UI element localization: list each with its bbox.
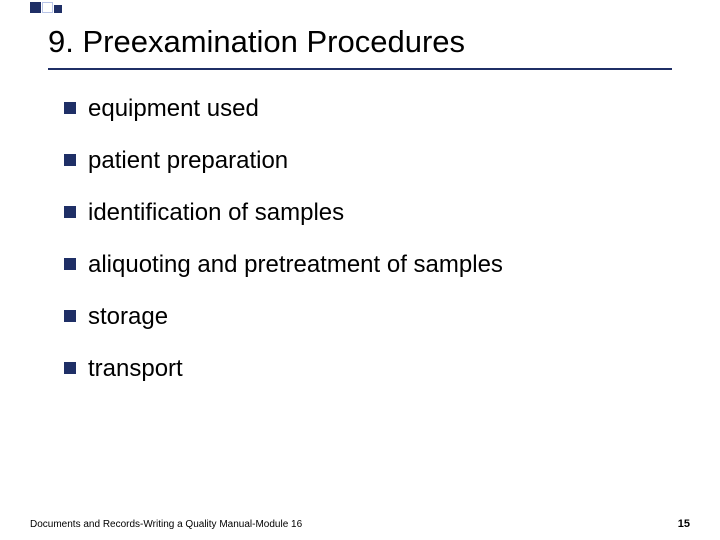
accent-sq-3 xyxy=(54,5,62,13)
bullet-icon xyxy=(64,362,76,374)
slide-content: 9. Preexamination Procedures equipment u… xyxy=(0,0,720,384)
bullet-text: transport xyxy=(88,354,183,384)
bullet-icon xyxy=(64,102,76,114)
list-item: equipment used xyxy=(64,94,672,124)
title-underline xyxy=(48,68,672,70)
bullet-text: storage xyxy=(88,302,168,332)
list-item: identification of samples xyxy=(64,198,672,228)
bullet-icon xyxy=(64,154,76,166)
page-number: 15 xyxy=(678,518,690,530)
list-item: patient preparation xyxy=(64,146,672,176)
bullet-text: patient preparation xyxy=(88,146,288,176)
bullet-text: aliquoting and pretreatment of samples xyxy=(88,250,503,280)
bullet-icon xyxy=(64,206,76,218)
accent-sq-1 xyxy=(30,2,41,13)
bullet-list: equipment used patient preparation ident… xyxy=(48,94,672,384)
header-accent xyxy=(0,0,720,18)
bullet-icon xyxy=(64,258,76,270)
bullet-text: identification of samples xyxy=(88,198,344,228)
bullet-icon xyxy=(64,310,76,322)
slide-title: 9. Preexamination Procedures xyxy=(48,24,672,68)
accent-sq-2 xyxy=(42,2,53,13)
list-item: transport xyxy=(64,354,672,384)
list-item: aliquoting and pretreatment of samples xyxy=(64,250,672,280)
footer-source: Documents and Records-Writing a Quality … xyxy=(30,519,302,530)
list-item: storage xyxy=(64,302,672,332)
accent-squares xyxy=(0,0,62,18)
bullet-text: equipment used xyxy=(88,94,259,124)
